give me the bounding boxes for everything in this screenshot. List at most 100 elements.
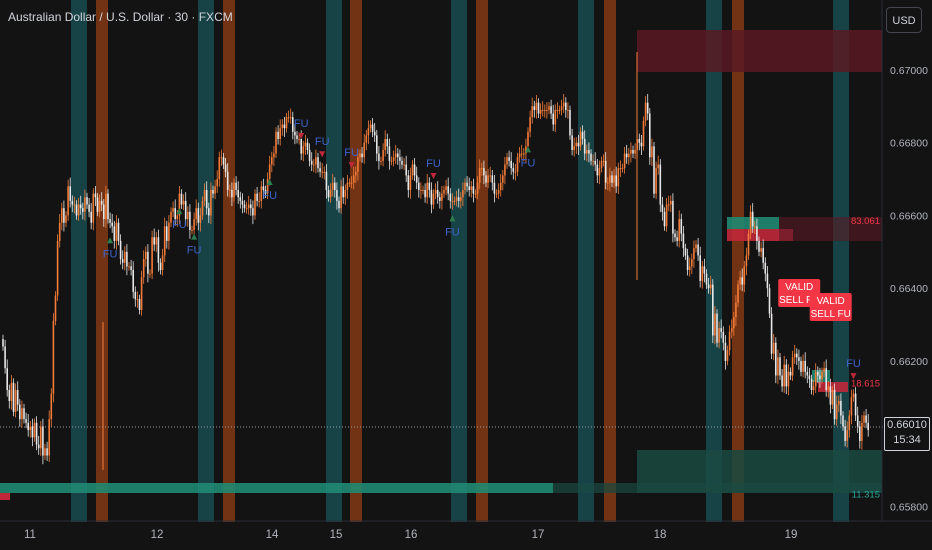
candle-body <box>231 189 233 198</box>
session-band-teal <box>833 0 849 522</box>
sell-callout-label: VALID <box>817 296 845 307</box>
candle-body <box>527 131 529 147</box>
candle-body <box>667 204 670 206</box>
candle-body <box>338 200 340 209</box>
candle-body <box>407 175 410 190</box>
candle-body <box>659 164 662 205</box>
candle-body <box>58 222 61 241</box>
candle-body <box>166 226 168 241</box>
candle-body <box>174 208 176 220</box>
demand-zone <box>0 483 553 493</box>
candle-body <box>10 382 13 401</box>
candle-body <box>250 204 252 209</box>
candle-body <box>592 160 594 162</box>
candle-body <box>737 284 739 303</box>
candle-body <box>434 189 437 194</box>
candle-body <box>827 386 830 391</box>
candle-body <box>497 189 500 194</box>
bull-signal-icon <box>191 233 198 240</box>
candle-body <box>701 266 704 281</box>
candle-body <box>77 204 80 216</box>
candle-body <box>350 182 353 184</box>
candle-body <box>14 390 17 412</box>
candle-body <box>718 328 720 343</box>
candle-body <box>777 357 779 376</box>
candle-body <box>420 189 422 191</box>
bull-signal-icon <box>449 215 456 222</box>
currency-button[interactable]: USD <box>886 7 922 33</box>
candle-body <box>796 353 798 358</box>
candle-body <box>319 168 321 172</box>
candle-body <box>533 106 536 110</box>
candle-body <box>607 182 609 184</box>
candle-body <box>529 117 531 132</box>
candle-body <box>189 211 191 230</box>
candle-body <box>394 153 397 158</box>
candle-body <box>588 149 590 154</box>
candle-body <box>29 426 32 431</box>
candle-body <box>615 175 617 187</box>
price-axis-label: 0.66200 <box>890 356 928 368</box>
candle-body <box>298 139 300 141</box>
candle-body <box>292 117 294 132</box>
supply-zone <box>637 30 882 72</box>
candle-body <box>109 219 111 223</box>
candle-body <box>163 226 166 256</box>
candle-body <box>54 295 57 321</box>
candle-body <box>145 251 147 260</box>
candle-body <box>617 168 620 187</box>
candle-body <box>264 189 267 194</box>
candle-body <box>334 182 336 190</box>
candle-body <box>613 175 615 183</box>
candle-body <box>800 360 802 372</box>
candles <box>2 93 869 465</box>
candle-body <box>107 193 109 220</box>
candle-body <box>218 157 221 180</box>
zone-value-label: 11.315 <box>852 490 880 501</box>
candle-body <box>443 189 445 194</box>
candle-body <box>422 189 424 191</box>
candle-body <box>491 175 494 183</box>
candle-body <box>115 222 118 241</box>
candle-body <box>151 237 153 274</box>
bear-signal-icon <box>430 173 437 180</box>
candle-body <box>728 331 731 351</box>
sell-callout-label: SELL FU <box>779 295 819 306</box>
candle-body <box>310 160 313 165</box>
candle-body <box>401 160 403 165</box>
candle-body <box>535 102 538 110</box>
candle-body <box>184 200 187 220</box>
candle-body <box>848 415 851 431</box>
candle-body <box>623 153 626 169</box>
candle-body <box>852 393 855 398</box>
candle-body <box>558 109 561 111</box>
candle-body <box>821 371 823 380</box>
supply-zone <box>818 382 848 392</box>
date-axis-label: 18 <box>654 529 667 541</box>
candle-body <box>178 193 181 216</box>
candle-body <box>170 211 172 223</box>
candle-body <box>808 375 811 380</box>
candle-body <box>327 189 330 198</box>
candle-body <box>147 251 149 274</box>
candle-body <box>859 426 861 441</box>
candle-body <box>40 426 42 449</box>
candle-body <box>384 139 386 150</box>
candle-body <box>352 175 355 183</box>
candle-body <box>720 328 722 332</box>
candle-body <box>273 153 275 158</box>
date-axis-label: 16 <box>405 529 418 541</box>
candle-body <box>699 255 701 281</box>
candle-body <box>94 193 97 198</box>
candle-body <box>98 200 101 212</box>
bar-countdown: 15:34 <box>893 434 921 446</box>
candle-body <box>663 211 666 227</box>
candle-body <box>747 233 750 256</box>
candle-body <box>323 171 326 173</box>
candle-body <box>577 142 580 147</box>
candle-body <box>155 237 158 245</box>
candle-body <box>359 153 361 158</box>
date-axis-label: 15 <box>330 529 343 541</box>
candle-body <box>315 157 317 165</box>
